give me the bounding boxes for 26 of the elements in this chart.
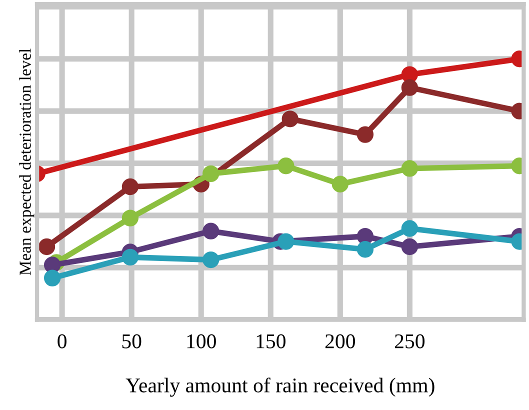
point bbox=[332, 176, 348, 192]
x-tick-label: 250 bbox=[394, 334, 425, 348]
point bbox=[202, 165, 220, 182]
x-tick-label: 50 bbox=[122, 334, 142, 348]
point bbox=[122, 178, 139, 196]
x-axis-title: Yearly amount of rain received (mm) bbox=[126, 378, 434, 397]
point bbox=[278, 233, 294, 250]
point bbox=[282, 110, 298, 128]
x-tick-label: 150 bbox=[256, 334, 286, 348]
point bbox=[356, 126, 374, 143]
point bbox=[122, 248, 139, 266]
point bbox=[38, 238, 56, 256]
point bbox=[202, 251, 220, 268]
point bbox=[202, 222, 220, 240]
x-tick-label: 200 bbox=[325, 334, 355, 348]
point bbox=[401, 220, 418, 237]
point bbox=[401, 160, 418, 177]
y-axis-title: Mean expected deterioration level bbox=[19, 48, 34, 276]
x-tick-label: 100 bbox=[187, 334, 216, 348]
point bbox=[122, 210, 139, 226]
point bbox=[401, 79, 418, 96]
point bbox=[278, 158, 294, 174]
point bbox=[401, 238, 418, 256]
point bbox=[44, 270, 61, 286]
point bbox=[356, 241, 374, 258]
x-tick-label: 0 bbox=[58, 334, 66, 348]
